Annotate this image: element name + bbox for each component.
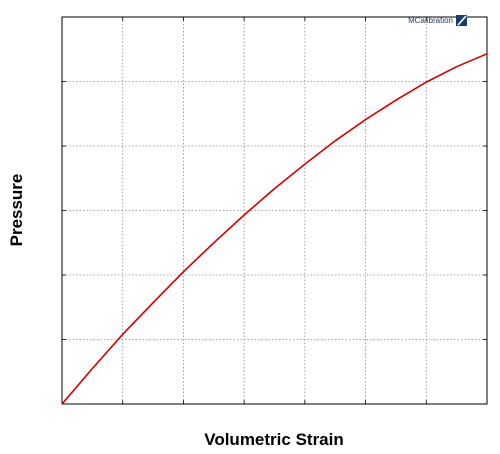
- series-line-pressure: [61, 53, 488, 405]
- grid-lines: [62, 17, 487, 404]
- watermark-text: MCalibration: [408, 16, 453, 25]
- x-axis-title: Volumetric Strain: [204, 430, 344, 449]
- y-axis-title: Pressure: [7, 174, 26, 247]
- axis-ticks: [62, 17, 487, 404]
- watermark: MCalibration: [408, 15, 467, 26]
- watermark-logo-slash-icon: [457, 15, 467, 26]
